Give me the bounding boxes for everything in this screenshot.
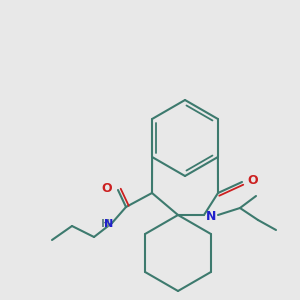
- Text: N: N: [206, 211, 216, 224]
- Text: N: N: [104, 219, 113, 229]
- Text: O: O: [247, 173, 258, 187]
- Text: H: H: [101, 219, 110, 229]
- Text: O: O: [101, 182, 112, 194]
